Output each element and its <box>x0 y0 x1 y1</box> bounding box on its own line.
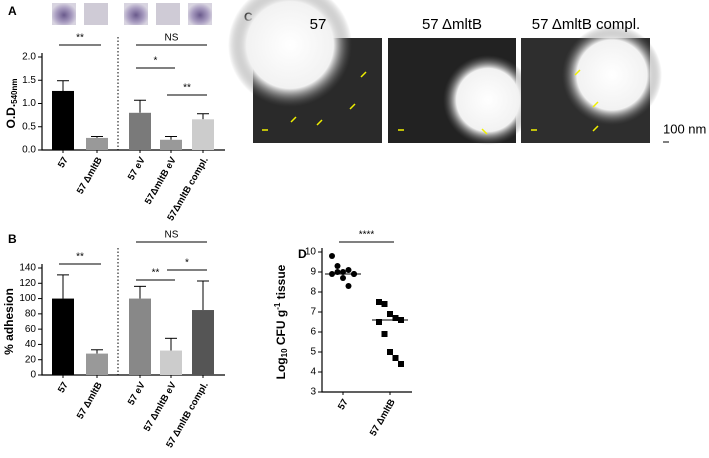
significance-label: **** <box>359 230 375 241</box>
thumbnail <box>124 3 148 25</box>
point <box>387 311 393 317</box>
y-tick-label: 140 <box>19 263 36 274</box>
y-tick-label: 9 <box>310 267 316 278</box>
y-tick-label: 20 <box>25 354 37 365</box>
point <box>340 275 346 281</box>
y-label-part: 10 <box>280 348 289 357</box>
x-tick-label: 57 ΔmltB eV <box>142 380 179 434</box>
y-label-part: % adhesion <box>2 288 16 355</box>
bar <box>129 112 151 150</box>
y-tick-label: 4 <box>310 367 316 378</box>
significance-label: * <box>185 258 189 269</box>
significance-label: ** <box>76 252 84 263</box>
bar <box>86 137 108 150</box>
y-tick-label: 0.5 <box>22 121 36 132</box>
x-tick-label: 57 eV <box>126 380 148 408</box>
y-label-part: tissue <box>274 264 288 302</box>
y-tick-label: 6 <box>310 327 316 338</box>
y-axis-label: Log10 CFU g-1 tissue <box>273 264 289 379</box>
point <box>381 301 388 307</box>
point <box>398 361 404 367</box>
significance-label: NS <box>165 33 179 44</box>
y-tick-label: 2.0 <box>22 52 36 63</box>
y-tick-label: 40 <box>25 339 37 350</box>
y-label-part: Log <box>274 357 288 379</box>
significance-label: NS <box>165 230 179 241</box>
bar <box>86 353 108 375</box>
bar <box>160 350 182 375</box>
point <box>381 331 388 337</box>
bar <box>160 139 182 150</box>
image-label: 57 ΔmltB <box>422 16 482 33</box>
significance-label: ** <box>76 33 84 44</box>
image-label: 57 ΔmltB compl. <box>532 16 640 33</box>
thumbnail <box>52 3 76 25</box>
bar <box>52 90 74 150</box>
x-tick-label: 57 eV <box>126 155 148 183</box>
y-label-sub: 540nm <box>10 78 19 103</box>
y-tick-label: 60 <box>25 324 37 335</box>
y-tick-label: 0 <box>30 370 36 381</box>
y-label-part: -1 <box>273 302 282 310</box>
significance-label: ** <box>183 83 191 94</box>
point <box>376 299 382 305</box>
y-tick-label: 100 <box>19 293 36 304</box>
point <box>345 267 352 273</box>
y-tick-label: 7 <box>310 307 316 318</box>
point <box>387 349 393 355</box>
y-tick-label: 80 <box>25 308 37 319</box>
thumbnail <box>156 3 180 25</box>
y-tick-label: 120 <box>19 278 36 289</box>
arrows <box>262 69 599 135</box>
cell <box>228 0 352 107</box>
y-tick-label: 8 <box>310 287 316 298</box>
bar <box>52 298 74 375</box>
point <box>392 355 399 361</box>
significance-label: * <box>154 56 158 67</box>
y-tick-label: 3 <box>310 387 316 398</box>
micrographs <box>228 0 669 145</box>
thumbnails <box>52 3 212 25</box>
x-tick-label: 57 ΔmltB <box>368 397 398 438</box>
bar <box>192 119 214 150</box>
point <box>329 253 335 259</box>
point <box>376 319 382 325</box>
x-tick-label: 57 ΔmltB <box>75 155 105 196</box>
bar <box>192 310 214 375</box>
cell <box>562 25 662 125</box>
y-axis-label: % adhesion <box>2 288 16 355</box>
x-tick-label: 57 <box>56 155 71 170</box>
panel-label: B <box>8 232 17 246</box>
x-tick-label: 57ΔmltB eV <box>143 155 179 207</box>
y-tick-label: 1.5 <box>22 75 36 86</box>
cell <box>443 55 533 145</box>
x-tick-label: 57 <box>336 397 351 412</box>
point <box>392 315 399 321</box>
panel-label: D <box>298 247 307 261</box>
y-tick-label: 0.0 <box>22 145 36 156</box>
panel-label: A <box>8 4 17 18</box>
point <box>334 263 341 269</box>
y-label-part: CFU g <box>274 310 288 349</box>
thumbnail <box>188 3 212 25</box>
y-tick-label: 5 <box>310 347 316 358</box>
point <box>345 283 352 289</box>
x-tick-label: 57 ΔmltB <box>75 380 105 421</box>
significance-label: ** <box>152 268 160 279</box>
y-label-part: O.D. <box>4 104 18 129</box>
x-tick-label: 57 <box>56 380 71 395</box>
y-tick-label: 1.0 <box>22 98 36 109</box>
bar <box>129 298 151 375</box>
image-label: 57 <box>310 16 327 33</box>
y-tick-label: 10 <box>305 247 317 258</box>
thumbnail <box>84 3 108 25</box>
y-axis-label: O.D.540nm <box>4 78 19 128</box>
scale-label: 100 nm <box>663 121 706 136</box>
